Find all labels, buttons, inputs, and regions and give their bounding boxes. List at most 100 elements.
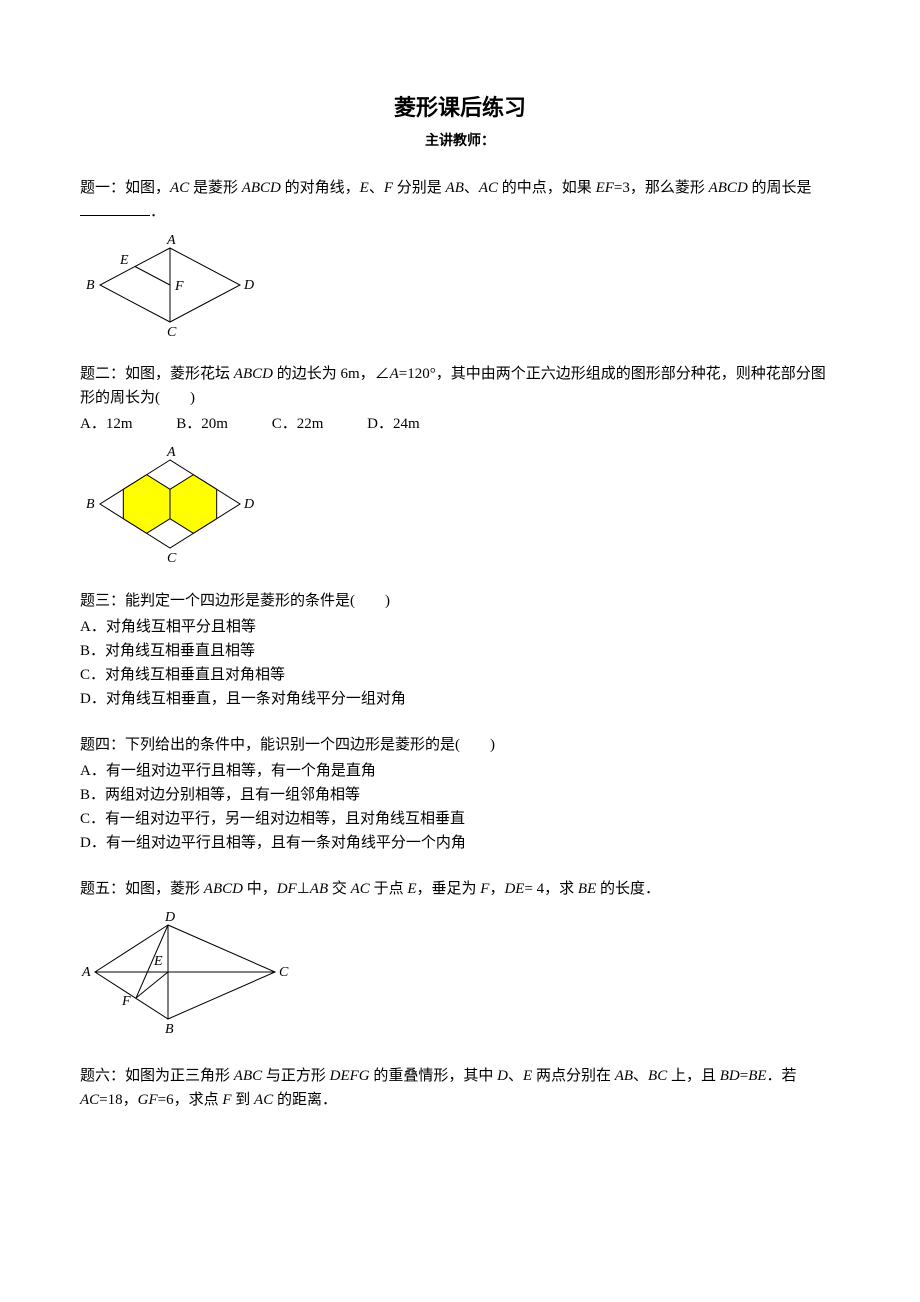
q3-opt-a: A．对角线互相平分且相等 (80, 615, 840, 639)
q4-opt-d: D．有一组对边平行且相等，且有一条对角线平分一个内角 (80, 831, 840, 855)
q1-fig-a: A (166, 233, 176, 248)
q1-blank (80, 200, 150, 216)
q5-fig-b: B (165, 1022, 174, 1037)
q1-f: F (384, 180, 393, 196)
question-5: 题五：如图，菱形 ABCD 中，DF⊥AB 交 AC 于点 E，垂足为 F，DE… (80, 877, 840, 1042)
q5-t-g: ， (489, 881, 504, 897)
q2-label: 题二： (80, 366, 125, 382)
q6-t-h: = (740, 1068, 748, 1084)
q3-label: 题三： (80, 593, 125, 609)
q5-e: E (407, 881, 416, 897)
q5-fig-a: A (81, 965, 91, 980)
q1-ab: AB (446, 180, 464, 196)
q4-opt-c: C．有一组对边平行，另一组对边相等，且对角线互相垂直 (80, 807, 840, 831)
q6-ab: AB (615, 1068, 633, 1084)
q1-text: 题一：如图，AC 是菱形 ABCD 的对角线，E、F 分别是 AB、AC 的中点… (80, 176, 840, 224)
q6-e: E (523, 1068, 532, 1084)
q2-fig-d: D (243, 497, 254, 512)
q1-t-c: 的对角线， (281, 180, 360, 196)
q1-t-b: 是菱形 (189, 180, 242, 196)
q6-t-e: 两点分别在 (532, 1068, 615, 1084)
q6-f: F (222, 1092, 231, 1108)
q3-opt-d: D．对角线互相垂直，且一条对角线平分一组对角 (80, 687, 840, 711)
q5-figure: D A B C E F (80, 907, 840, 1042)
q6-t-k: =6，求点 (158, 1092, 223, 1108)
q1-t-h: =3，那么菱形 (614, 180, 709, 196)
q1-t-a: 如图， (125, 180, 170, 196)
q6-t-d: 、 (508, 1068, 523, 1084)
question-6: 题六：如图为正三角形 ABC 与正方形 DEFG 的重叠情形，其中 D、E 两点… (80, 1064, 840, 1112)
q5-t-e: 于点 (370, 881, 408, 897)
q6-t-b: 与正方形 (262, 1068, 330, 1084)
q2-t-b: 的边长为 6m，∠ (273, 366, 390, 382)
q4-opt-b: B．两组对边分别相等，且有一组邻角相等 (80, 783, 840, 807)
q5-t-f: ，垂足为 (417, 881, 481, 897)
q5-be: BE (578, 881, 596, 897)
question-1: 题一：如图，AC 是菱形 ABCD 的对角线，E、F 分别是 AB、AC 的中点… (80, 176, 840, 340)
q2-fig-b: B (86, 497, 95, 512)
q6-ac2: AC (254, 1092, 273, 1108)
q6-d: D (497, 1068, 508, 1084)
q1-ac: AC (170, 180, 189, 196)
q2-opt-d: D．24m (367, 412, 420, 436)
q5-abcd: ABCD (204, 881, 243, 897)
q3-opt-c: C．对角线互相垂直且对角相等 (80, 663, 840, 687)
q2-text: 题二：如图，菱形花坛 ABCD 的边长为 6m，∠A=120°，其中由两个正六边… (80, 362, 840, 410)
q5-de: DE (504, 881, 524, 897)
q1-fig-f: F (174, 279, 184, 294)
q1-t-j: ． (150, 204, 165, 220)
q1-figure: A B C D E F (80, 230, 840, 340)
q6-text: 题六：如图为正三角形 ABC 与正方形 DEFG 的重叠情形，其中 D、E 两点… (80, 1064, 840, 1112)
q2-abcd: ABCD (234, 366, 273, 382)
q6-t-m: 的距离． (273, 1092, 337, 1108)
q5-t-c: ⊥ (297, 881, 310, 897)
q5-fig-c: C (279, 965, 289, 980)
q4-text: 题四：下列给出的条件中，能识别一个四边形是菱形的是( ) (80, 733, 840, 757)
q6-bc: BC (648, 1068, 667, 1084)
q3-opt-b: B．对角线互相垂直且相等 (80, 639, 840, 663)
q6-ac: AC (80, 1092, 99, 1108)
q5-fig-f: F (121, 994, 131, 1009)
q1-t-g: 的中点，如果 (498, 180, 596, 196)
q4-options: A．有一组对边平行且相等，有一个角是直角 B．两组对边分别相等，且有一组邻角相等… (80, 759, 840, 855)
q6-bd: BD (720, 1068, 740, 1084)
q2-figure: A B C D (80, 442, 840, 567)
q2-opt-b: B．20m (176, 412, 228, 436)
q1-abcd: ABCD (242, 180, 281, 196)
q1-fig-c: C (167, 325, 177, 340)
question-2: 题二：如图，菱形花坛 ABCD 的边长为 6m，∠A=120°，其中由两个正六边… (80, 362, 840, 567)
q2-opt-c: C．22m (272, 412, 324, 436)
q5-df: DF (277, 881, 297, 897)
page-title: 菱形课后练习 (80, 90, 840, 125)
q6-t-a: 如图为正三角形 (125, 1068, 234, 1084)
q2-fig-a: A (166, 445, 176, 460)
q1-ac2: AC (479, 180, 498, 196)
q5-t-b: 中， (243, 881, 277, 897)
q6-defg: DEFG (330, 1068, 370, 1084)
q1-fig-e: E (119, 253, 129, 268)
q6-t-l: 到 (232, 1092, 255, 1108)
q6-abc: ABC (234, 1068, 262, 1084)
q6-t-g: 上，且 (667, 1068, 720, 1084)
q6-t-f: 、 (633, 1068, 648, 1084)
q2-fig-c: C (167, 551, 177, 566)
q5-t-i: 的长度． (596, 881, 660, 897)
q2-opt-a: A．12m (80, 412, 133, 436)
q1-t-f: 、 (464, 180, 479, 196)
q5-ac: AC (351, 881, 370, 897)
q1-abcd2: ABCD (709, 180, 748, 196)
q6-t-c: 的重叠情形，其中 (370, 1068, 498, 1084)
q1-ef: EF (596, 180, 614, 196)
q5-t-h: = 4，求 (524, 881, 577, 897)
q5-label: 题五： (80, 881, 125, 897)
q1-e: E (360, 180, 369, 196)
q1-fig-d: D (243, 278, 254, 293)
question-4: 题四：下列给出的条件中，能识别一个四边形是菱形的是( ) A．有一组对边平行且相… (80, 733, 840, 855)
q1-t-d: 、 (369, 180, 384, 196)
q4-t: 下列给出的条件中，能识别一个四边形是菱形的是( ) (125, 737, 495, 753)
q1-fig-b: B (86, 278, 95, 293)
q1-t-i: 的周长是 (748, 180, 812, 196)
q6-gf: GF (138, 1092, 158, 1108)
question-3: 题三：能判定一个四边形是菱形的条件是( ) A．对角线互相平分且相等 B．对角线… (80, 589, 840, 711)
q3-options: A．对角线互相平分且相等 B．对角线互相垂直且相等 C．对角线互相垂直且对角相等… (80, 615, 840, 711)
